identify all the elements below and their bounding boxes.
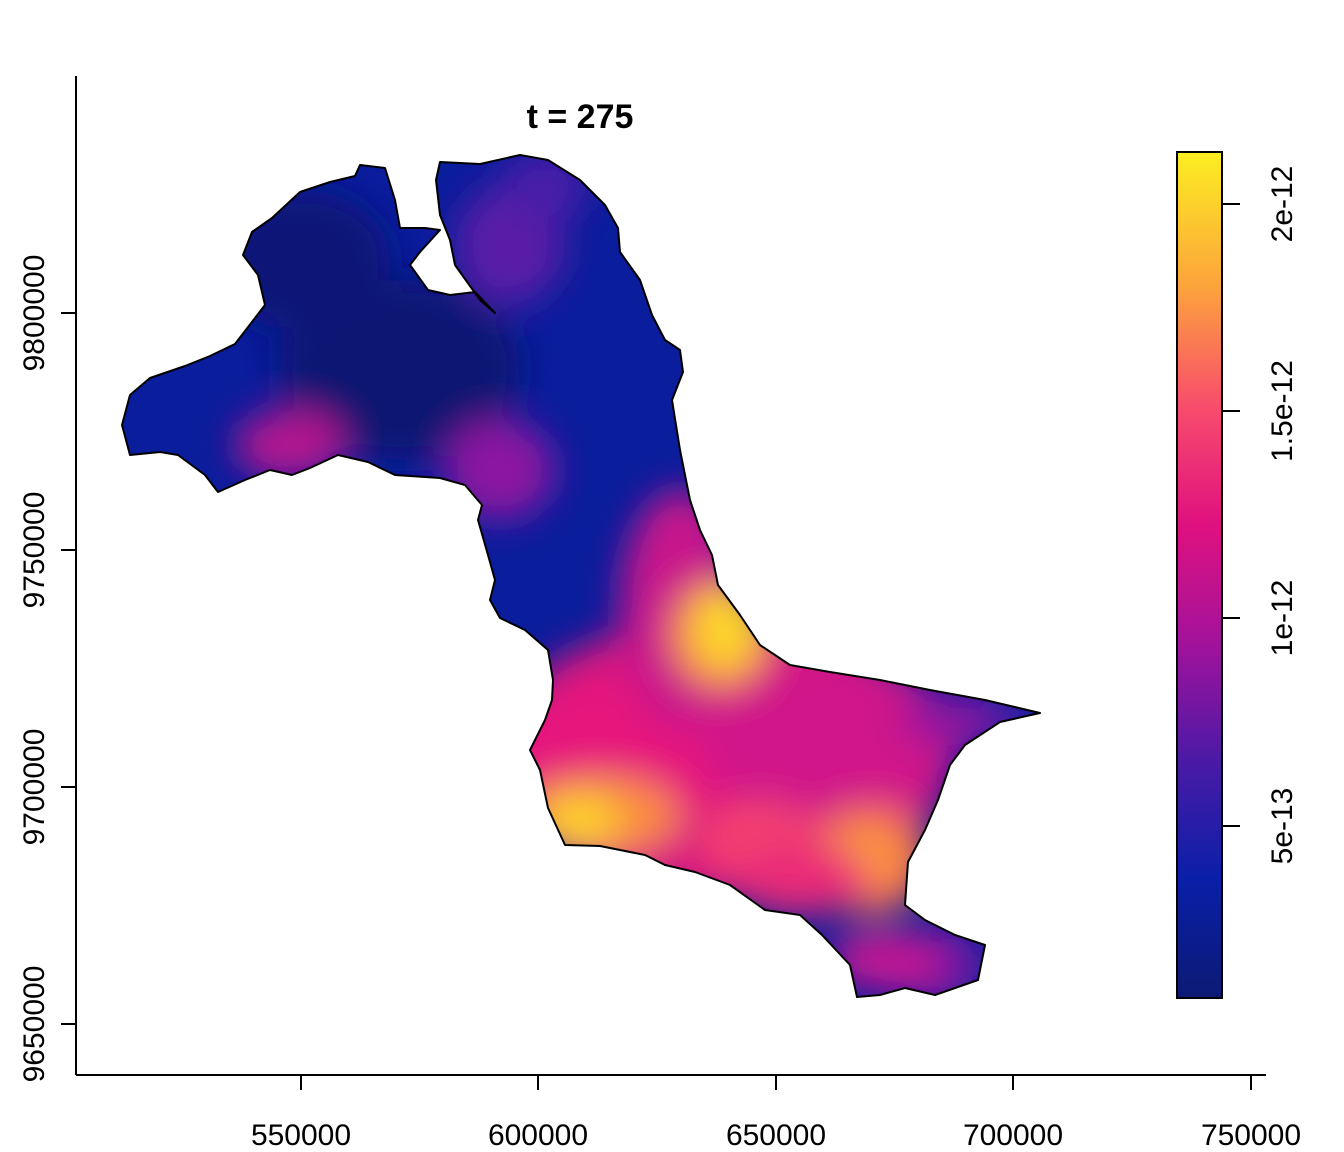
y-tick-label: 9800000 <box>18 255 51 372</box>
legend-colorbar <box>1176 151 1223 999</box>
legend-tick-label: 2e-12 <box>1266 166 1299 243</box>
x-tick-label: 700000 <box>963 1119 1063 1152</box>
y-tick-label: 9750000 <box>18 492 51 609</box>
x-tick-label: 750000 <box>1201 1119 1301 1152</box>
legend-tick-label: 1.5e-12 <box>1266 360 1299 462</box>
heatmap-raster <box>122 155 1040 997</box>
y-tick-label: 9650000 <box>18 966 51 1083</box>
region-outline <box>121 154 1041 998</box>
plot-title: t = 275 <box>527 98 634 136</box>
y-tick-label: 9700000 <box>18 729 51 846</box>
x-axis-ticks: 550000 600000 650000 700000 750000 <box>251 1075 1301 1152</box>
x-tick-label: 650000 <box>726 1119 826 1152</box>
legend-tick-label: 1e-12 <box>1266 580 1299 657</box>
legend-tick-label: 5e-13 <box>1266 788 1299 865</box>
y-axis-ticks: 9650000 9700000 9750000 9800000 <box>18 255 76 1083</box>
x-tick-label: 600000 <box>488 1119 588 1152</box>
x-tick-label: 550000 <box>251 1119 351 1152</box>
color-legend: 5e-13 1e-12 1.5e-12 2e-12 <box>1176 151 1299 999</box>
